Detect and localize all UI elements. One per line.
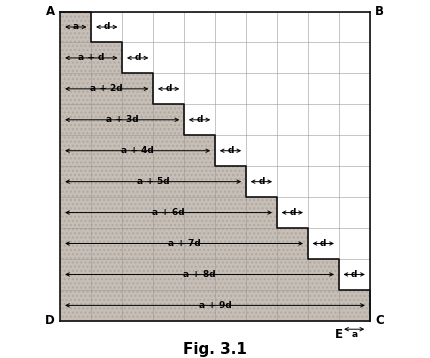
- Bar: [60, 166, 246, 197]
- Text: d: d: [104, 23, 110, 32]
- Text: d: d: [227, 146, 233, 155]
- Text: B: B: [375, 5, 384, 18]
- Text: d: d: [258, 177, 264, 186]
- Bar: [60, 228, 308, 259]
- Bar: [60, 73, 153, 104]
- Bar: [60, 197, 277, 228]
- Text: a + 6d: a + 6d: [152, 208, 185, 217]
- Text: d: d: [197, 115, 203, 124]
- Text: d: d: [166, 84, 172, 93]
- Text: d: d: [135, 53, 141, 62]
- Bar: [60, 104, 184, 135]
- Text: a + 5d: a + 5d: [137, 177, 169, 186]
- Text: C: C: [375, 314, 384, 327]
- Text: a + 9d: a + 9d: [199, 301, 231, 310]
- Text: a + 8d: a + 8d: [183, 270, 216, 279]
- Text: a + 4d: a + 4d: [121, 146, 154, 155]
- Text: a + d: a + d: [78, 53, 104, 62]
- Bar: [60, 11, 91, 43]
- Text: d: d: [289, 208, 295, 217]
- Bar: [60, 135, 215, 166]
- Bar: [60, 290, 370, 321]
- Text: d: d: [351, 270, 357, 279]
- Text: D: D: [45, 314, 55, 327]
- Bar: [60, 259, 339, 290]
- Text: E: E: [335, 328, 343, 341]
- Text: a + 2d: a + 2d: [90, 84, 123, 93]
- Text: a + 3d: a + 3d: [106, 115, 138, 124]
- Text: a: a: [73, 23, 79, 32]
- Text: a: a: [351, 330, 357, 339]
- Text: a + 7d: a + 7d: [168, 239, 200, 248]
- Text: d: d: [320, 239, 326, 248]
- Text: A: A: [46, 5, 55, 18]
- Text: Fig. 3.1: Fig. 3.1: [183, 342, 247, 357]
- Bar: [60, 43, 122, 73]
